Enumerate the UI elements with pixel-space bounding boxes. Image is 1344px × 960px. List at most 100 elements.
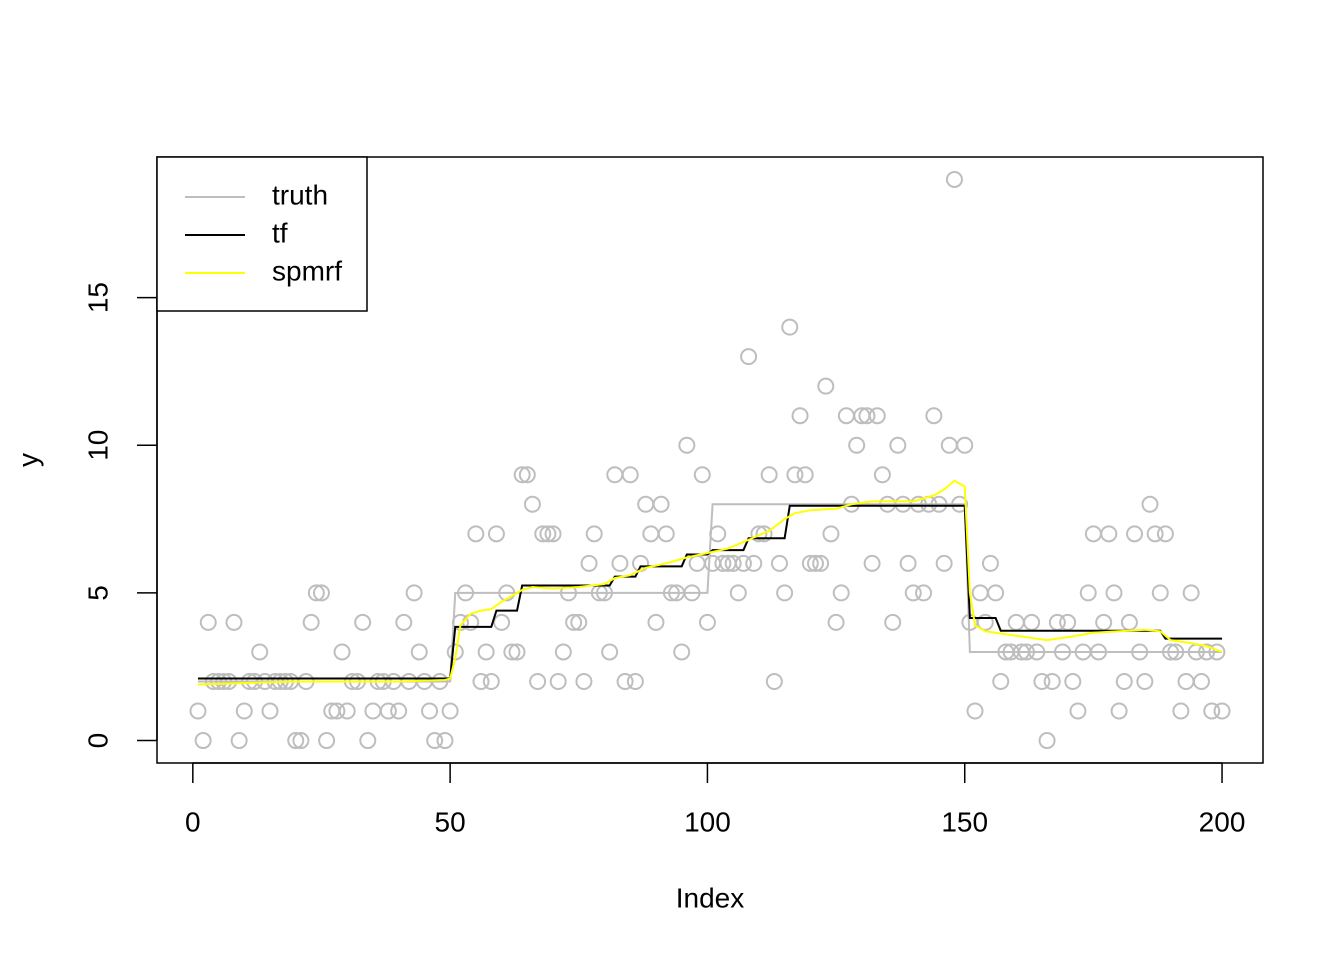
legend-label: truth [272,179,328,210]
data-point [534,525,552,543]
data-point [328,702,346,720]
data-point [626,672,644,690]
data-point [410,643,428,661]
data-point [1177,672,1195,690]
data-point [513,466,531,484]
data-point [981,554,999,572]
y-tick-label: 5 [82,585,113,601]
data-point [915,584,933,602]
data-point [770,554,788,572]
data-point [1059,613,1077,631]
data-point [992,672,1010,690]
data-point [1192,672,1210,690]
data-point [390,702,408,720]
data-point [575,672,593,690]
data-point [1110,702,1128,720]
x-axis-label: Index [676,882,745,913]
data-point [848,436,866,454]
data-point [729,584,747,602]
y-tick-label: 10 [82,430,113,461]
data-point [518,466,536,484]
data-point [1079,584,1097,602]
data-point [724,554,742,572]
data-point [292,732,310,750]
data-point [1064,672,1082,690]
data-point [472,672,490,690]
data-point [539,525,557,543]
data-point [395,613,413,631]
data-point [745,554,763,572]
data-point [318,732,336,750]
data-point [940,436,958,454]
data-point [652,495,670,513]
data-point [1213,702,1231,720]
data-point [806,554,824,572]
data-point [1126,525,1144,543]
legend-label: spmrf [272,255,342,286]
data-point [1069,702,1087,720]
data-point [235,702,253,720]
data-point [426,732,444,750]
series-line [197,479,1223,686]
data-point [734,554,752,572]
data-point [606,466,624,484]
data-point [688,554,706,572]
data-point [1084,525,1102,543]
data-point [503,643,521,661]
data-point [379,702,397,720]
data-point [1038,732,1056,750]
data-point [827,613,845,631]
data-point [776,584,794,602]
data-point [822,525,840,543]
data-point [945,170,963,188]
data-point [441,702,459,720]
data-point [1105,584,1123,602]
data-point [194,732,212,750]
data-point [333,643,351,661]
data-point [251,643,269,661]
data-point [508,643,526,661]
data-point [832,584,850,602]
data-point [837,407,855,425]
data-point [781,318,799,336]
data-point [899,554,917,572]
data-point [925,407,943,425]
data-point [935,554,953,572]
data-point [529,672,547,690]
data-point [544,525,562,543]
data-point [359,732,377,750]
data-point [698,613,716,631]
data-point [302,613,320,631]
data-point [225,613,243,631]
data-point [354,613,372,631]
data-point [1095,613,1113,631]
data-point [477,643,495,661]
data-point [601,643,619,661]
data-point [580,554,598,572]
data-point [611,554,629,572]
data-point [421,702,439,720]
data-point [750,525,768,543]
data-point [765,672,783,690]
data-point [312,584,330,602]
x-tick-label: 100 [684,806,731,837]
data-point [364,702,382,720]
data-point [884,613,902,631]
data-point [1203,702,1221,720]
data-point [971,584,989,602]
data-point [1146,525,1164,543]
data-point [1120,613,1138,631]
data-point [1033,672,1051,690]
data-point [1100,525,1118,543]
data-point [487,525,505,543]
data-point [1141,495,1159,513]
data-point [1182,584,1200,602]
data-point [338,702,356,720]
data-point [554,643,572,661]
x-tick-label: 150 [941,806,988,837]
data-point [786,466,804,484]
data-point [817,377,835,395]
data-point [987,584,1005,602]
data-point [307,584,325,602]
data-point [189,702,207,720]
